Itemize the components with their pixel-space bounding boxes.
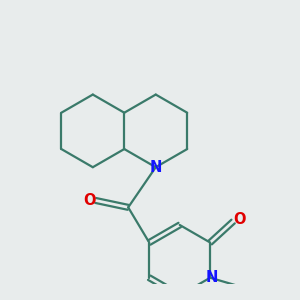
Text: O: O bbox=[83, 193, 96, 208]
Text: O: O bbox=[233, 212, 246, 227]
Text: N: N bbox=[149, 160, 162, 175]
Text: N: N bbox=[205, 270, 218, 285]
